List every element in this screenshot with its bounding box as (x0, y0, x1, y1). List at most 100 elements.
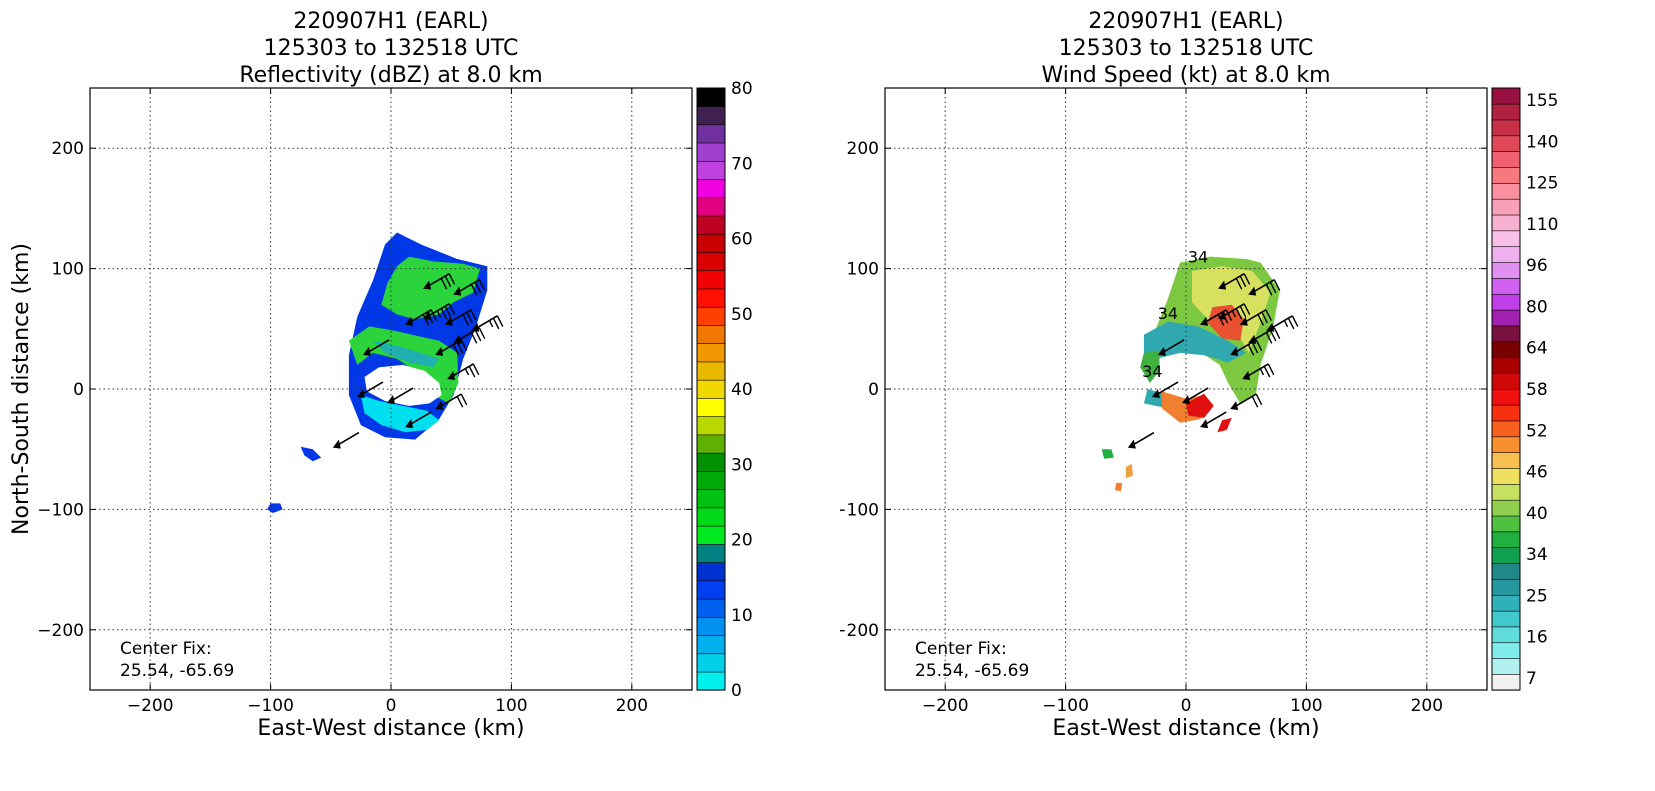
colorbar-swatch (1491, 658, 1521, 675)
barb-tick (1273, 279, 1281, 291)
colorbar-swatch (696, 598, 726, 618)
grid (90, 88, 692, 690)
colorbar-tick-label: 125 (1526, 174, 1558, 194)
barb-staff (1233, 393, 1257, 408)
colorbar-tick-label: 80 (1526, 297, 1548, 317)
wind-barb (453, 278, 486, 296)
center-fix-annotation: 25.54, -65.69 (120, 661, 234, 681)
chart-title-line: 125303 to 132518 UTC (264, 36, 519, 61)
colorbar-swatch (1491, 277, 1521, 295)
colorbar-swatch (1491, 261, 1521, 279)
barb-tick (422, 314, 430, 326)
barb-tick (444, 275, 452, 288)
colorbar-frame (696, 87, 726, 691)
barb-staff (1245, 363, 1269, 378)
barb-tick (470, 309, 477, 321)
barb-staff (1185, 387, 1209, 402)
colorbar-tick-label: 46 (1526, 463, 1548, 483)
colorbar-tick-label: 7 (1526, 669, 1537, 689)
barb-tick (436, 310, 442, 318)
wind-barb (1218, 303, 1251, 320)
barb-head (1200, 316, 1209, 326)
barb-staff (1251, 278, 1275, 294)
colorbar-tick-label: 10 (731, 606, 753, 626)
barb-staff (474, 315, 498, 330)
colorbar-swatch (1491, 325, 1521, 343)
colorbar-swatch (696, 653, 726, 673)
colorbar-swatch (696, 251, 726, 272)
y-tick-label: 200 (847, 139, 879, 159)
barb-head (332, 439, 341, 449)
barb-staff (438, 393, 462, 408)
colorbar-tick-label: 96 (1526, 256, 1548, 276)
colorbar-swatch (696, 233, 726, 253)
data-fields (267, 232, 488, 513)
barb-tick (1239, 275, 1247, 288)
barb-tick (1259, 368, 1265, 376)
y-tick-label: 0 (868, 380, 879, 400)
barb-head (1230, 401, 1239, 411)
colorbar-swatch (696, 215, 726, 235)
x-tick-label: 200 (616, 696, 648, 716)
data-field (1143, 321, 1247, 363)
colorbar-tick-label: 155 (1526, 91, 1558, 111)
colorbar-swatch (1491, 610, 1521, 628)
data-field (1125, 463, 1133, 479)
wind-barb (1230, 393, 1263, 411)
colorbar-swatch (696, 507, 726, 527)
barb-tick (440, 308, 448, 320)
barb-staff (1221, 272, 1245, 288)
barb-staff (1269, 315, 1293, 330)
barb-tick (470, 284, 478, 296)
barb-head (435, 346, 444, 356)
colorbar-swatch (1491, 166, 1521, 184)
wind-barb (435, 393, 468, 411)
colorbar-swatch (1491, 246, 1521, 263)
x-tick-label: −100 (247, 696, 294, 716)
y-tick-label: 100 (847, 260, 879, 280)
y-tick-label: −200 (840, 621, 879, 641)
axis-ticks: −200 −100 0 100 200 −200 −100 0 100 200 (37, 88, 692, 716)
data-field (1115, 482, 1123, 492)
colorbar-swatch (696, 397, 726, 417)
barb-staff (456, 278, 480, 294)
barb-tick (1287, 317, 1295, 330)
barb-staff (1203, 309, 1227, 324)
barb-head (471, 322, 480, 332)
colorbar-swatch (696, 616, 726, 636)
colorbar-swatch (1491, 467, 1521, 485)
x-axis-label: East-West distance (km) (257, 716, 524, 741)
barb-tick (470, 332, 478, 344)
wind-barb (423, 272, 456, 290)
barb-head (1127, 439, 1136, 449)
colorbar-tick-label: 80 (731, 79, 753, 99)
barb-head (1230, 346, 1239, 356)
colorbar-swatch (1491, 404, 1521, 422)
barb-tick (474, 329, 482, 342)
x-tick-label: 200 (1411, 696, 1443, 716)
colorbar-swatch (1491, 452, 1521, 469)
data-field (381, 256, 481, 320)
barb-tick (1235, 308, 1243, 320)
colorbar-swatch (1491, 420, 1521, 438)
colorbar-swatch (696, 142, 726, 162)
barb-head (1239, 316, 1248, 326)
barb-tick (464, 368, 470, 376)
barb-staff (450, 363, 474, 378)
colorbar-tick-label: 40 (1526, 504, 1548, 524)
barb-tick (1255, 339, 1263, 351)
barb-tick (1239, 305, 1247, 318)
colorbar-tick-label: 20 (731, 531, 753, 551)
barb-tick (1251, 396, 1259, 408)
axis-ticks: −200 −100 0 100 200 −200 −100 0 100 200 (832, 88, 1487, 716)
barb-staff (408, 309, 432, 324)
colorbar-swatch (696, 324, 726, 344)
barb-staff (408, 411, 432, 426)
barb-tick (430, 309, 438, 321)
barb-tick (456, 396, 464, 408)
data-field (1140, 350, 1160, 383)
barb-head (1242, 370, 1251, 380)
colorbar-swatch (696, 671, 726, 691)
barb-tick (1267, 363, 1275, 376)
y-tick-label: −100 (840, 500, 879, 520)
